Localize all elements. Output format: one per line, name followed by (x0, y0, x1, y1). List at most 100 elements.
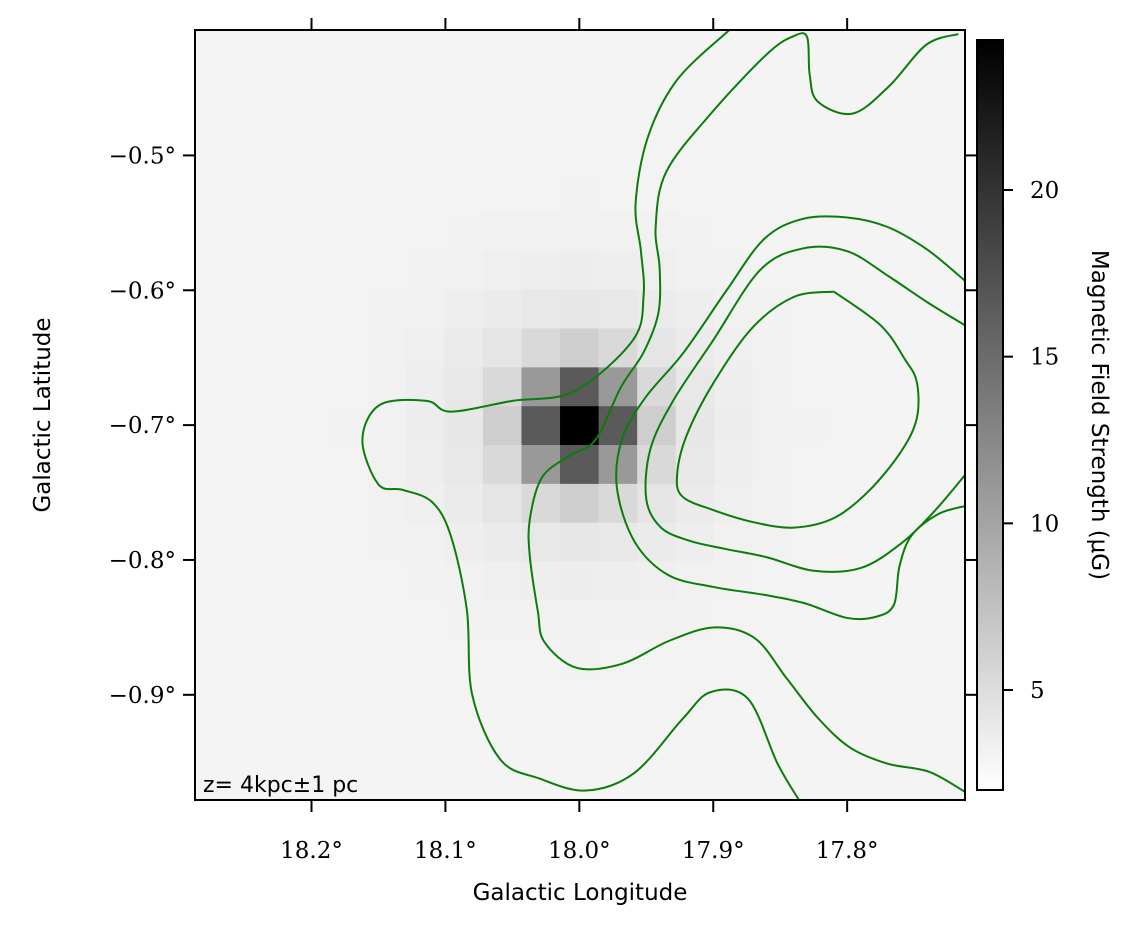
heatmap-cell (482, 638, 522, 679)
heatmap-cell (367, 755, 407, 795)
heatmap-cell (868, 638, 908, 679)
heatmap-cell (195, 561, 214, 601)
heatmap-cell (251, 522, 291, 562)
heatmap-cell (945, 94, 965, 135)
heatmap-cell (174, 833, 213, 872)
heatmap-cell (195, 133, 214, 174)
heatmap-cell (945, 289, 965, 329)
heatmap-cell (136, 833, 175, 872)
heatmap-cell (483, 0, 522, 18)
heatmap-cell (482, 172, 522, 213)
heatmap-cell (714, 444, 754, 484)
heatmap-cell (598, 133, 638, 174)
colorbar: 5 10 15 20 Magnetic Field Strength (μG) (976, 39, 1112, 791)
plot-area: 18.2° 18.1° 18.0° 17.9° 17.8° −0.5° −0.6° −0.7°… (109, 0, 1023, 872)
heatmap-cell (868, 522, 908, 562)
heatmap-cell (405, 638, 445, 679)
heatmap-cell (598, 30, 638, 57)
heatmap-cell (714, 561, 754, 601)
heatmap-cell (328, 716, 368, 756)
heatmap-cell (637, 522, 677, 562)
heatmap-cell (945, 211, 965, 251)
heatmap-cell (907, 172, 947, 213)
heatmap-cell (405, 755, 445, 795)
heatmap-cell (444, 444, 484, 484)
y-tick-label: −0.8° (109, 548, 176, 574)
heatmap-cell (290, 444, 330, 484)
heatmap-cell (195, 328, 214, 368)
heatmap-cell (212, 289, 253, 329)
x-axis-label: Galactic Longitude (473, 880, 688, 906)
heatmap-cell (290, 211, 330, 251)
heatmap-cell (195, 94, 214, 135)
heatmap-cell (830, 133, 870, 174)
heatmap-cell (560, 366, 600, 407)
colorbar-tick-label: 5 (1030, 678, 1045, 704)
contour-line (675, 290, 920, 529)
heatmap-cell (251, 716, 291, 756)
heatmap-cell (791, 30, 831, 57)
heatmap-cell (868, 483, 908, 523)
heatmap-cell (212, 250, 253, 290)
heatmap-cell (830, 405, 870, 446)
heatmap-cell (367, 289, 407, 329)
heatmap-cell (251, 56, 291, 96)
heatmap-cell (367, 599, 407, 640)
heatmap-cell (714, 405, 754, 446)
heatmap-cell (290, 561, 330, 601)
heatmap-cell (945, 444, 965, 484)
heatmap-cell (328, 405, 368, 446)
heatmap-cell (830, 638, 870, 679)
heatmap-cell (212, 366, 253, 407)
heatmap-cell (945, 172, 965, 213)
heatmap-cell (328, 561, 368, 601)
heatmap-cell (290, 56, 330, 96)
colorbar-tick-label: 20 (1030, 178, 1059, 204)
heatmap-cell (212, 522, 253, 562)
heatmap-cell (830, 794, 870, 800)
heatmap-cell (136, 0, 175, 18)
heatmap-cell (521, 405, 561, 446)
heatmap-cell (367, 250, 407, 290)
heatmap-cell (367, 794, 407, 800)
heatmap-cell (714, 716, 754, 756)
heatmap-cell (483, 833, 522, 872)
heatmap-cell (599, 0, 638, 18)
heatmap-cell (907, 0, 946, 18)
heatmap-cell (252, 0, 291, 18)
heatmap-cell (675, 289, 715, 329)
heatmap-cell (482, 328, 522, 368)
heatmap-cell (752, 483, 792, 523)
heatmap-cell (868, 599, 908, 640)
heatmap-cell (675, 30, 715, 57)
heatmap-cell (521, 328, 561, 368)
heatmap-cell (945, 366, 965, 407)
heatmap-cell (984, 0, 1023, 18)
heatmap-cell (290, 250, 330, 290)
heatmap-cell (945, 405, 965, 446)
heatmap-cell (482, 794, 522, 800)
heatmap-cell (560, 250, 600, 290)
heatmap-cell (868, 30, 908, 57)
heatmap-cell (212, 638, 253, 679)
heatmap-cell (328, 755, 368, 795)
heatmap-cell (675, 599, 715, 640)
heatmap-cell (367, 56, 407, 96)
heatmap-cell (907, 599, 947, 640)
heatmap-cell (195, 250, 214, 290)
heatmap-cell (945, 30, 965, 57)
y-tick-label: −0.6° (109, 278, 176, 304)
contour-layer (361, 30, 965, 800)
y-axis-label: Galactic Latitude (30, 317, 56, 512)
heatmap-cell (367, 405, 407, 446)
heatmap-cell (328, 94, 368, 135)
heatmap-cell (195, 716, 214, 756)
heatmap-cell (174, 0, 213, 18)
heatmap-cell (405, 328, 445, 368)
heatmap-cell (907, 833, 946, 872)
heatmap-cell (367, 211, 407, 251)
heatmap-cell (367, 94, 407, 135)
heatmap-cell (945, 56, 965, 96)
heatmap-cell (367, 522, 407, 562)
